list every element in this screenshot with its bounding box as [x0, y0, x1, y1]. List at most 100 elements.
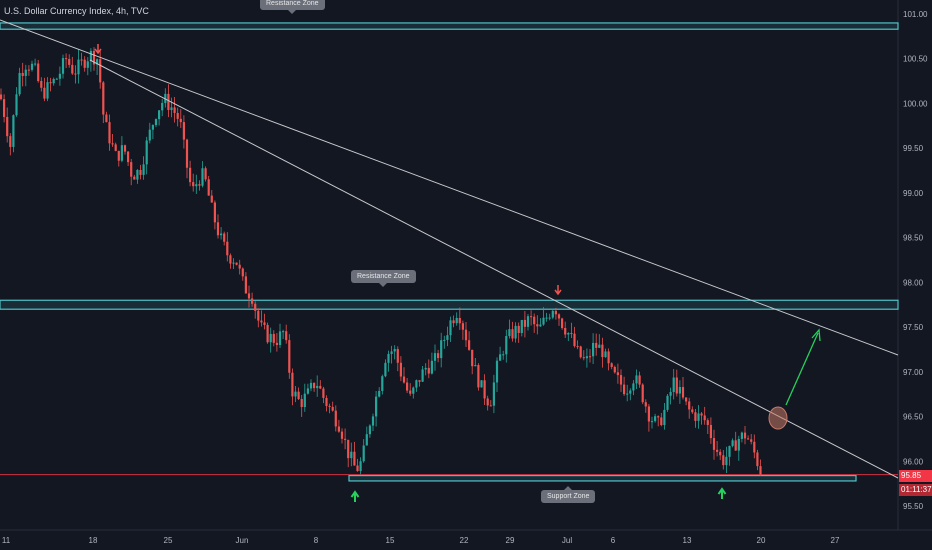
candle-body	[576, 346, 579, 348]
candle-body	[471, 349, 474, 367]
candle-body	[275, 342, 278, 345]
candle-body	[722, 455, 725, 466]
candle-body	[282, 331, 285, 333]
candle-body	[260, 320, 263, 323]
candle-body	[340, 431, 344, 439]
candle-body	[635, 375, 638, 384]
candle-body	[154, 119, 158, 126]
candle-body	[390, 351, 393, 354]
candle-body	[145, 140, 148, 165]
candle-body	[433, 353, 437, 361]
candle-body	[117, 150, 120, 161]
candle-body	[384, 362, 387, 377]
candle-body	[644, 402, 647, 407]
candle-body	[660, 417, 663, 426]
candle-body	[582, 357, 585, 359]
candle-body	[368, 425, 371, 435]
candle-body	[220, 233, 223, 236]
candle-body	[728, 445, 731, 457]
candle-body	[241, 268, 244, 277]
candle-body	[505, 336, 508, 355]
candle-body	[626, 393, 629, 395]
candle-body	[731, 440, 734, 446]
zone-support	[348, 474, 857, 482]
candle-body	[52, 78, 55, 84]
candle-body	[272, 333, 275, 343]
candle-body	[362, 445, 365, 462]
candle-body	[523, 319, 526, 327]
time-tick-label: 13	[683, 536, 692, 545]
candle-body	[421, 369, 424, 382]
candle-body	[458, 317, 461, 324]
candle-body	[685, 397, 688, 402]
candle-body	[489, 405, 492, 407]
candle-body	[402, 376, 406, 383]
candle-body	[449, 320, 452, 336]
candle-body	[12, 115, 15, 147]
candle-body	[334, 410, 337, 427]
candle-body	[24, 69, 27, 76]
candle-body	[499, 354, 502, 361]
candle-body	[526, 316, 530, 327]
resistance-zone-mid-label: Resistance Zone	[351, 270, 416, 287]
candle-body	[570, 333, 573, 335]
candle-body	[743, 432, 747, 439]
candle-body	[759, 466, 762, 475]
candle-body	[737, 438, 740, 451]
candle-body	[344, 438, 347, 440]
candle-body	[548, 317, 551, 319]
candle-body	[567, 333, 570, 335]
candle-body	[399, 362, 402, 377]
zone-resistance-mid	[0, 299, 899, 310]
candle-body	[530, 316, 533, 318]
projection-arrow-head-icon	[811, 328, 821, 342]
candle-body	[133, 176, 136, 180]
candle-body	[747, 438, 750, 440]
candle-body	[213, 202, 216, 223]
candle-body	[127, 151, 130, 163]
candle-body	[195, 184, 198, 187]
candle-body	[80, 59, 83, 61]
candle-body	[678, 387, 681, 394]
candle-body	[170, 107, 173, 111]
candle-body	[511, 329, 514, 339]
candle-body	[610, 363, 613, 367]
candle-body	[254, 303, 257, 311]
candle-body	[455, 317, 458, 324]
candle-body	[337, 426, 340, 432]
time-tick-label: 6	[611, 536, 616, 545]
candle-body	[347, 439, 350, 459]
candle-body	[716, 449, 719, 452]
candle-body	[557, 314, 561, 319]
candle-body	[697, 413, 700, 421]
price-tick-label: 99.50	[903, 144, 924, 153]
candle-body	[427, 367, 430, 374]
candle-body	[207, 179, 210, 196]
candle-body	[77, 59, 80, 75]
candle-body	[216, 222, 220, 236]
candle-body	[719, 451, 722, 456]
projection-arrow-line	[785, 332, 819, 406]
candle-body	[551, 310, 554, 318]
candle-body	[536, 324, 539, 327]
candle-body	[424, 367, 427, 370]
candle-body	[688, 401, 691, 410]
candle-body	[588, 356, 592, 358]
price-axis[interactable]: 101.00 100.50 100.00 99.50 99.00 98.50 98.00 97…	[903, 10, 928, 511]
candle-body	[61, 58, 65, 74]
candle-body	[182, 122, 185, 140]
candle-body	[173, 107, 176, 113]
candle-body	[65, 58, 68, 60]
price-tick-label: 96.00	[903, 457, 924, 466]
time-tick-label: 25	[164, 536, 173, 545]
candle-body	[350, 451, 353, 459]
time-tick-label: 11	[2, 536, 11, 545]
candle-body	[356, 465, 359, 472]
time-tick-label: 27	[831, 536, 840, 545]
candle-body	[6, 116, 9, 137]
candle-body	[554, 310, 557, 315]
time-axis[interactable]: 11 18 25 Jun 8 15 22 29 Jul 6 13 20 27	[2, 536, 840, 545]
candle-body	[430, 360, 433, 374]
candle-body	[247, 293, 251, 299]
